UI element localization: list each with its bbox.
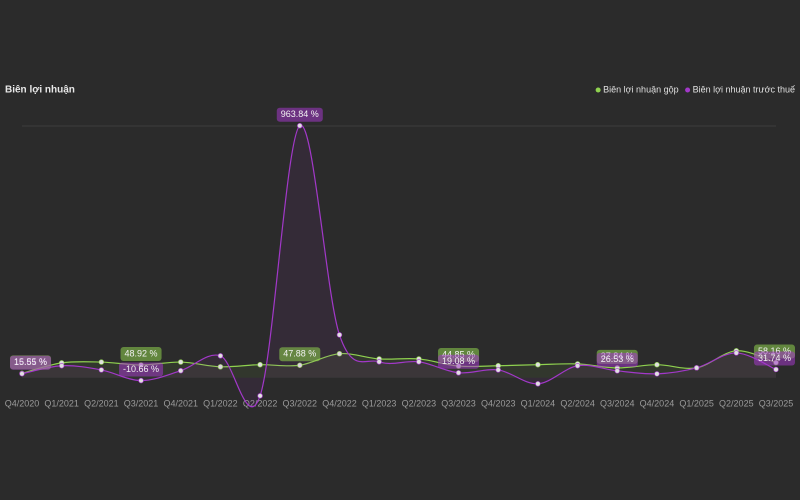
data-point: [178, 368, 184, 374]
data-point: [257, 361, 263, 368]
data-label-box: [276, 107, 323, 122]
x-tick-label: Q2/2023: [402, 398, 437, 408]
data-label-text: -10.66 %: [123, 364, 159, 374]
data-label-box: [279, 347, 321, 362]
data-point: [654, 371, 660, 377]
x-tick-label: Q3/2022: [283, 398, 318, 408]
x-tick-label: Q4/2022: [322, 398, 357, 408]
data-point: [416, 359, 422, 365]
data-label-box: [119, 362, 164, 377]
data-point: [138, 377, 144, 384]
x-tick-label: Q2/2024: [560, 398, 595, 408]
x-tick-label: Q1/2021: [44, 398, 79, 408]
data-point: [495, 367, 501, 373]
data-point: [574, 363, 581, 369]
legend-marker: [595, 87, 601, 93]
x-tick-label: Q2/2025: [719, 398, 754, 408]
x-tick-label: Q4/2021: [163, 398, 198, 408]
x-tick-label: Q4/2023: [481, 398, 516, 408]
data-point: [19, 371, 25, 377]
data-label: 19.08 %: [438, 354, 480, 369]
data-point: [98, 359, 105, 365]
data-point: [614, 368, 620, 374]
data-point: [336, 351, 343, 357]
data-label: 963.84 %: [276, 107, 323, 122]
data-label-text: 19.08 %: [442, 356, 475, 366]
x-tick-label: Q1/2022: [203, 398, 238, 408]
x-tick-label: Q3/2025: [759, 398, 794, 408]
x-tick-label: Q1/2025: [679, 398, 714, 408]
legend-label: Biên lợi nhuận gộp: [603, 84, 678, 94]
x-tick-label: Q2/2021: [84, 398, 119, 408]
data-label-text: 58.16 %: [758, 346, 791, 356]
data-label: 31.74 %: [753, 351, 795, 366]
data-label-text: 44.85 %: [442, 349, 475, 359]
data-point: [535, 381, 541, 387]
data-label: 48.92 %: [120, 346, 162, 361]
data-label-box: [10, 355, 52, 370]
data-point: [773, 366, 779, 373]
data-point: [297, 123, 303, 129]
data-label-text: 963.84 %: [281, 109, 319, 119]
data-point: [58, 363, 65, 369]
data-point: [98, 367, 105, 373]
data-label: 26.53 %: [596, 352, 638, 367]
legend-label: Biên lợi nhuận trước thuế: [693, 84, 795, 94]
data-point: [336, 332, 343, 338]
data-label-text: 26.53 %: [601, 354, 634, 364]
x-tick-label: Q4/2024: [640, 398, 675, 408]
data-point: [535, 361, 541, 368]
data-label: -10.66 %: [119, 362, 164, 377]
data-label-text: 48.92 %: [125, 348, 158, 358]
chart-title: Biên lợi nhuận: [5, 85, 75, 96]
data-point: [257, 393, 263, 399]
x-tick-label: Q1/2023: [362, 398, 397, 408]
data-point: [297, 362, 303, 368]
data-label: 47.88 %: [279, 347, 321, 362]
data-label-box: [120, 346, 162, 361]
data-point: [455, 370, 462, 376]
x-tick-label: Q3/2024: [600, 398, 635, 408]
data-label-text: 47.88 %: [283, 349, 316, 359]
data-point: [654, 361, 660, 368]
x-tick-label: Q3/2021: [124, 398, 159, 408]
data-label-text: 15.55 %: [14, 357, 47, 367]
data-label-box: [596, 352, 638, 367]
x-tick-label: Q4/2020: [5, 398, 40, 408]
x-tick-label: Q1/2024: [521, 398, 556, 408]
series-area: [22, 350, 776, 378]
series-line: [21, 125, 777, 408]
data-label-box: [753, 351, 795, 366]
legend: Biên lợi nhuận trước thuế Biên lợi nhuận …: [595, 84, 795, 94]
data-label-text: 31.74 %: [758, 353, 791, 363]
x-tick-label: Q3/2023: [441, 398, 476, 408]
data-point: [733, 350, 740, 356]
data-point: [693, 365, 700, 371]
data-point: [376, 359, 382, 365]
data-point: [217, 353, 224, 359]
data-point: [217, 364, 224, 370]
data-label: 15.55 %: [10, 355, 52, 370]
x-tick-label: Q2/2022: [243, 398, 278, 408]
data-label-box: [438, 354, 480, 369]
legend-marker: [685, 87, 691, 93]
data-point: [178, 359, 184, 365]
